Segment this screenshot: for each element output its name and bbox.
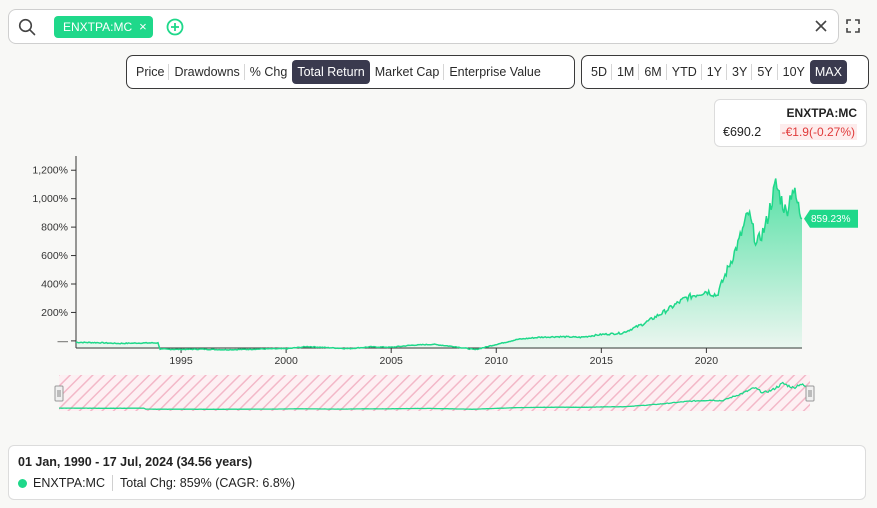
navigator-right-handle[interactable] (805, 385, 815, 402)
range-6m[interactable]: 6M (638, 60, 666, 84)
y-tick-label: 1,000% (32, 193, 68, 205)
range-navigator[interactable] (54, 375, 815, 411)
total-return-chart[interactable]: 1,200% 1,000% 800% 600% 400% 200% — 1995 2000 20… (0, 150, 877, 420)
remove-chip-icon[interactable]: × (139, 19, 147, 34)
navigator-handle-grip[interactable] (805, 385, 815, 402)
y-tick-label: 1,200% (32, 165, 68, 177)
return-area (76, 178, 802, 351)
quote-change: -€1.9(-0.27%) (779, 124, 857, 140)
y-tick-label: — (58, 335, 69, 347)
search-bar[interactable]: ENXTPA:MC × (8, 9, 839, 44)
tab-total-return[interactable]: Total Return (292, 60, 370, 84)
range-5y[interactable]: 5Y (751, 60, 777, 84)
metric-selector: Price Drawdowns % Chg Total Return Marke… (126, 55, 575, 89)
range-10y[interactable]: 10Y (776, 60, 810, 84)
x-tick-label: 2005 (380, 355, 404, 367)
range-max[interactable]: MAX (809, 60, 847, 84)
y-tick-label: 600% (41, 250, 68, 262)
tab-pct-change[interactable]: % Chg (243, 60, 293, 84)
summary-date-range: 01 Jan, 1990 - 17 Jul, 2024 (34.56 years… (18, 455, 253, 469)
add-ticker-icon[interactable] (166, 18, 184, 36)
navigator-window[interactable] (59, 375, 810, 411)
navigator-left-handle[interactable] (54, 385, 64, 402)
y-tick-label: 400% (41, 279, 68, 291)
range-ytd[interactable]: YTD (665, 60, 702, 84)
legend-divider (112, 475, 113, 491)
fullscreen-icon[interactable] (846, 19, 860, 33)
range-1m[interactable]: 1M (610, 60, 639, 84)
quote-price: €690.2 (723, 125, 762, 139)
range-3y[interactable]: 3Y (726, 60, 752, 84)
navigator-line (59, 381, 811, 410)
y-tick-label: 800% (41, 222, 68, 234)
return-line (76, 178, 803, 351)
x-axis: 1995 2000 2005 2010 2015 2020 (76, 347, 802, 367)
summary-panel: 01 Jan, 1990 - 17 Jul, 2024 (34.56 years… (8, 445, 866, 500)
last-value-label: 859.23% (811, 214, 851, 225)
legend-dot (18, 478, 27, 488)
search-icon[interactable] (18, 18, 36, 36)
tab-price[interactable]: Price (136, 65, 165, 79)
x-tick-label: 1995 (169, 355, 193, 367)
x-tick-label: 2015 (590, 355, 614, 367)
summary-ticker: ENXTPA:MC (33, 476, 105, 490)
navigator-handle-grip[interactable] (54, 385, 64, 402)
clear-search-icon[interactable] (814, 19, 828, 33)
last-value-badge-shape (804, 209, 858, 228)
summary-legend-row: ENXTPA:MC Total Chg: 859% (CAGR: 6.8%) (18, 475, 295, 491)
last-value-badge: 859.23% (804, 209, 858, 228)
x-tick-label: 2000 (274, 355, 298, 367)
range-5d[interactable]: 5D (591, 65, 607, 79)
summary-change: Total Chg: 859% (CAGR: 6.8%) (120, 476, 296, 490)
ticker-chip-label: ENXTPA:MC (63, 20, 133, 34)
x-tick-label: 2010 (485, 355, 509, 367)
quote-ticker: ENXTPA:MC (786, 106, 857, 120)
quote-card: ENXTPA:MC €690.2 -€1.9(-0.27%) (714, 99, 867, 147)
tab-market-cap[interactable]: Market Cap (374, 65, 440, 79)
y-axis: 1,200% 1,000% 800% 600% 400% 200% — (32, 156, 77, 348)
range-1y[interactable]: 1Y (700, 60, 727, 84)
y-tick-label: 200% (41, 307, 68, 319)
ticker-chip[interactable]: ENXTPA:MC × (54, 16, 153, 38)
tab-enterprise-value[interactable]: Enterprise Value (443, 60, 546, 84)
x-tick-label: 2020 (695, 355, 719, 367)
tab-drawdowns[interactable]: Drawdowns (168, 60, 244, 84)
range-selector: 5D 1M 6M YTD 1Y 3Y 5Y 10Y MAX (581, 55, 869, 89)
